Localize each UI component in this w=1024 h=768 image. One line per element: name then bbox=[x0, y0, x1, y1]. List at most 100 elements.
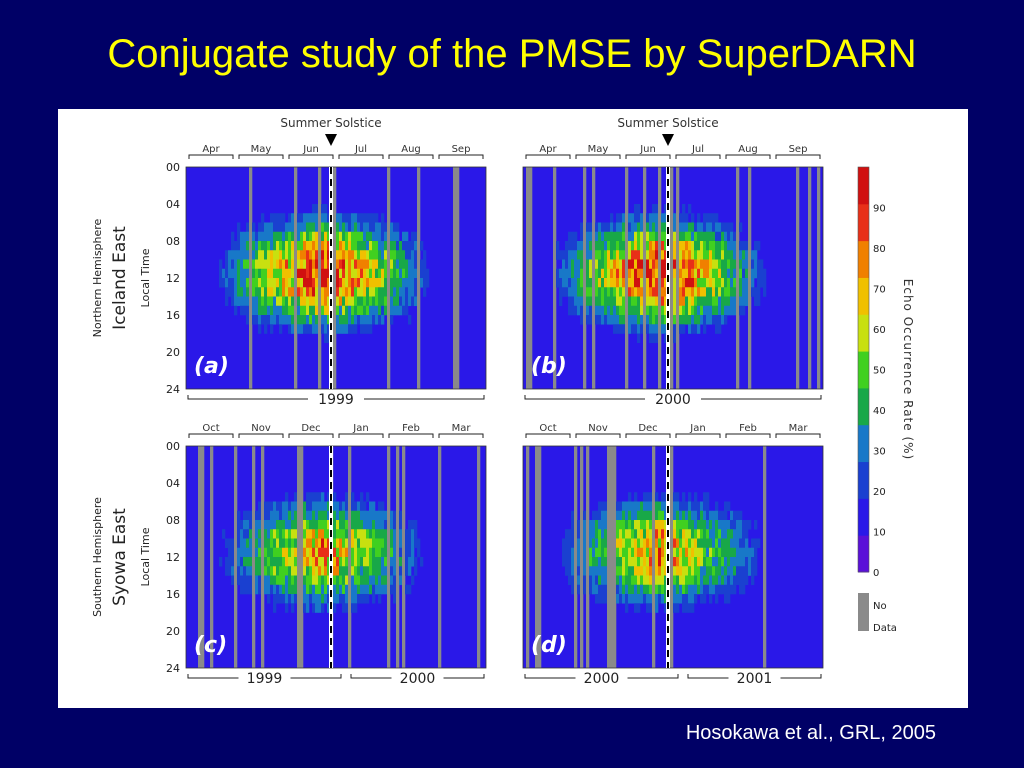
data-cell bbox=[369, 296, 373, 307]
data-cell bbox=[589, 547, 593, 558]
data-cell bbox=[739, 296, 743, 307]
data-cell bbox=[649, 529, 653, 539]
data-cell bbox=[679, 222, 683, 233]
data-cell bbox=[634, 575, 638, 586]
data-cell bbox=[291, 501, 295, 512]
data-cell bbox=[357, 547, 361, 558]
data-cell bbox=[300, 278, 304, 288]
data-cell bbox=[580, 278, 584, 288]
data-cell bbox=[414, 278, 418, 288]
data-cell bbox=[342, 501, 346, 512]
data-cell bbox=[282, 268, 286, 279]
data-cell bbox=[577, 557, 581, 567]
data-cell bbox=[604, 268, 608, 279]
data-cell bbox=[375, 259, 379, 270]
data-cell bbox=[393, 287, 397, 297]
data-cell bbox=[619, 529, 623, 539]
data-cell bbox=[655, 296, 659, 307]
data-cell bbox=[733, 287, 737, 297]
data-cell bbox=[309, 250, 313, 260]
data-cell bbox=[574, 296, 578, 307]
data-cell bbox=[372, 538, 376, 549]
data-cell bbox=[348, 268, 352, 279]
data-cell bbox=[312, 584, 316, 595]
data-cell bbox=[414, 259, 418, 270]
data-cell bbox=[676, 603, 680, 613]
data-cell bbox=[739, 584, 743, 595]
data-cell bbox=[363, 296, 367, 307]
data-cell bbox=[598, 241, 602, 251]
data-cell bbox=[339, 510, 343, 521]
data-cell bbox=[267, 520, 271, 530]
data-cell bbox=[652, 222, 656, 233]
data-cell bbox=[306, 603, 310, 613]
data-cell bbox=[709, 529, 713, 539]
data-cell bbox=[673, 296, 677, 307]
data-cell bbox=[309, 566, 313, 576]
data-cell bbox=[267, 222, 271, 233]
data-cell bbox=[691, 222, 695, 233]
data-cell bbox=[694, 305, 698, 316]
data-cell bbox=[718, 575, 722, 586]
data-cell bbox=[237, 259, 241, 270]
data-cell bbox=[231, 231, 235, 242]
data-cell bbox=[571, 305, 575, 316]
data-cell bbox=[661, 287, 665, 297]
data-cell bbox=[270, 584, 274, 595]
data-cell bbox=[282, 538, 286, 549]
data-cell bbox=[604, 547, 608, 558]
data-cell bbox=[622, 250, 626, 260]
data-cell bbox=[234, 241, 238, 251]
data-cell bbox=[727, 501, 731, 512]
data-cell bbox=[619, 296, 623, 307]
data-cell bbox=[261, 222, 265, 233]
data-cell bbox=[315, 231, 319, 242]
data-cell bbox=[583, 510, 587, 521]
data-cell bbox=[643, 547, 647, 558]
data-cell bbox=[574, 231, 578, 242]
data-cell bbox=[249, 557, 253, 567]
data-cell bbox=[661, 268, 665, 279]
data-cell bbox=[342, 324, 346, 334]
data-cell bbox=[291, 305, 295, 316]
data-cell bbox=[342, 575, 346, 586]
data-cell bbox=[246, 510, 250, 521]
data-cell bbox=[363, 501, 367, 512]
nodata-column bbox=[526, 167, 530, 389]
data-cell bbox=[321, 222, 325, 233]
data-cell bbox=[324, 241, 328, 251]
data-cell bbox=[276, 278, 280, 288]
data-cell bbox=[312, 492, 316, 502]
data-cell bbox=[399, 241, 403, 251]
data-cell bbox=[733, 520, 737, 530]
data-cell bbox=[655, 305, 659, 316]
colorbar-tick: 80 bbox=[873, 244, 886, 255]
data-cell bbox=[682, 268, 686, 279]
data-cell bbox=[372, 231, 376, 242]
data-cell bbox=[252, 296, 256, 307]
data-cell bbox=[264, 529, 268, 539]
data-cell bbox=[339, 278, 343, 288]
data-cell bbox=[709, 305, 713, 316]
data-cell bbox=[276, 538, 280, 549]
data-cell bbox=[240, 547, 244, 558]
data-cell bbox=[240, 557, 244, 567]
data-cell bbox=[742, 584, 746, 595]
data-cell bbox=[252, 278, 256, 288]
data-cell bbox=[249, 584, 253, 595]
data-cell bbox=[604, 510, 608, 521]
data-cell bbox=[688, 268, 692, 279]
data-cell bbox=[393, 305, 397, 316]
data-cell bbox=[691, 547, 695, 558]
data-cell bbox=[715, 594, 719, 604]
data-cell bbox=[327, 231, 331, 242]
data-cell bbox=[366, 315, 370, 325]
data-cell bbox=[348, 324, 352, 334]
data-cell bbox=[619, 547, 623, 558]
month-label: Apr bbox=[202, 144, 220, 155]
data-cell bbox=[270, 250, 274, 260]
data-cell bbox=[685, 241, 689, 251]
data-cell bbox=[288, 538, 292, 549]
data-cell bbox=[697, 315, 701, 325]
data-cell bbox=[243, 510, 247, 521]
